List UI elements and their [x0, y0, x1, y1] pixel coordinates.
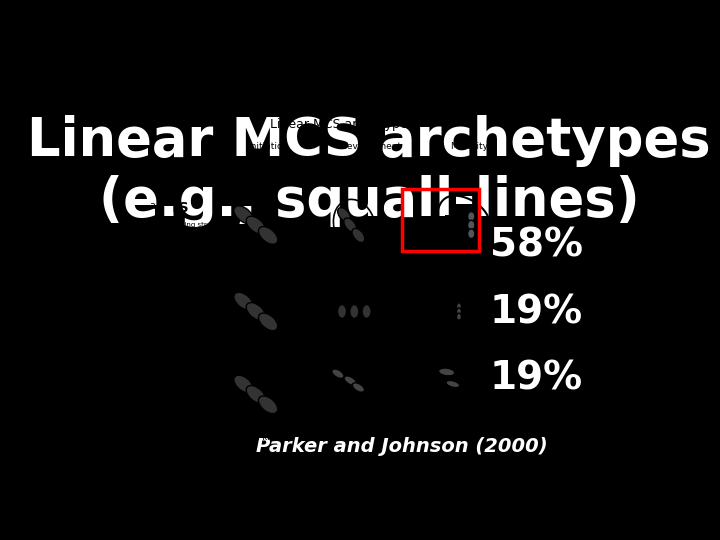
Text: 19%: 19% [490, 293, 583, 331]
Ellipse shape [258, 227, 278, 244]
Ellipse shape [234, 292, 253, 310]
Ellipse shape [350, 305, 359, 319]
Text: Leading stratiform: Leading stratiform [170, 308, 234, 314]
Text: LS: LS [170, 287, 189, 301]
Ellipse shape [352, 228, 365, 242]
Ellipse shape [467, 212, 475, 221]
Text: PS: PS [170, 370, 190, 384]
Ellipse shape [246, 216, 266, 234]
Text: b.: b. [149, 287, 158, 298]
Text: Linear MCS archetypes
(e.g., squall-lines): Linear MCS archetypes (e.g., squall-line… [27, 114, 711, 227]
Text: c.: c. [149, 370, 158, 380]
Ellipse shape [338, 305, 346, 319]
Ellipse shape [446, 381, 459, 388]
Text: Initiation: Initiation [248, 142, 288, 151]
Text: Development: Development [340, 142, 401, 151]
Ellipse shape [467, 220, 475, 230]
Ellipse shape [362, 305, 371, 319]
Ellipse shape [332, 369, 344, 379]
Ellipse shape [344, 218, 356, 232]
Text: a.: a. [149, 201, 158, 211]
Ellipse shape [338, 208, 351, 222]
Ellipse shape [352, 383, 364, 392]
Ellipse shape [258, 313, 278, 330]
Ellipse shape [234, 375, 253, 393]
Text: Trailing stratiform: Trailing stratiform [170, 221, 232, 228]
Ellipse shape [344, 376, 356, 386]
Ellipse shape [456, 308, 462, 315]
Text: Parallel stratiform: Parallel stratiform [170, 391, 232, 397]
Text: 100 km: 100 km [244, 433, 276, 442]
Ellipse shape [234, 206, 253, 224]
Ellipse shape [438, 368, 455, 376]
Text: Linear MCS archetypes: Linear MCS archetypes [270, 118, 414, 131]
Text: Maturity: Maturity [450, 142, 488, 151]
Ellipse shape [456, 303, 462, 310]
Text: Parker and Johnson (2000): Parker and Johnson (2000) [256, 437, 547, 456]
Ellipse shape [246, 386, 266, 403]
Ellipse shape [467, 229, 475, 239]
Ellipse shape [258, 396, 278, 414]
Text: TS: TS [170, 201, 189, 215]
Ellipse shape [246, 302, 266, 320]
Ellipse shape [456, 313, 462, 320]
Text: 58%: 58% [490, 227, 583, 265]
Text: 19%: 19% [490, 360, 583, 398]
